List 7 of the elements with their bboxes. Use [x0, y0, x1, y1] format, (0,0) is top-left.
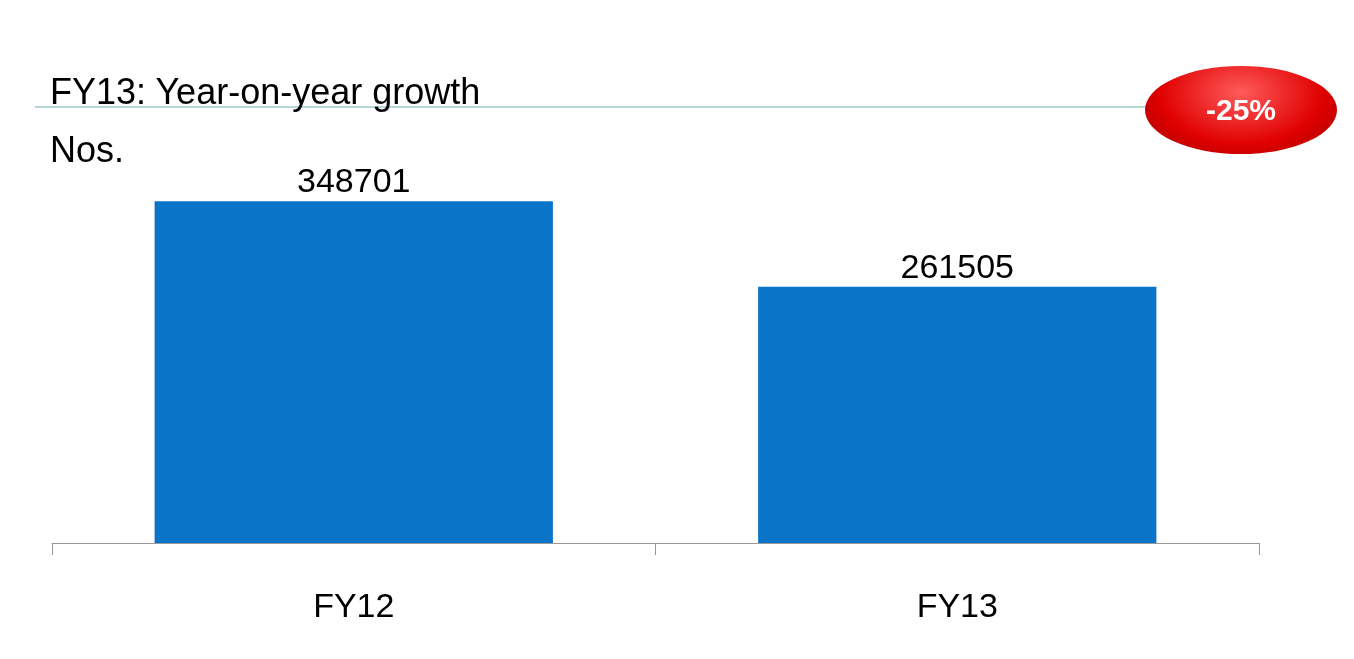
oval-badge: -25%: [1145, 66, 1337, 154]
data-label: 261505: [900, 246, 1014, 285]
data-label: 348701: [297, 161, 411, 200]
x-tick-label: FY12: [313, 586, 395, 624]
chart-subtitle: Nos.: [50, 128, 125, 170]
chart-title: FY13: Year-on-year growth: [50, 70, 481, 112]
x-tick-label: FY13: [916, 586, 998, 624]
